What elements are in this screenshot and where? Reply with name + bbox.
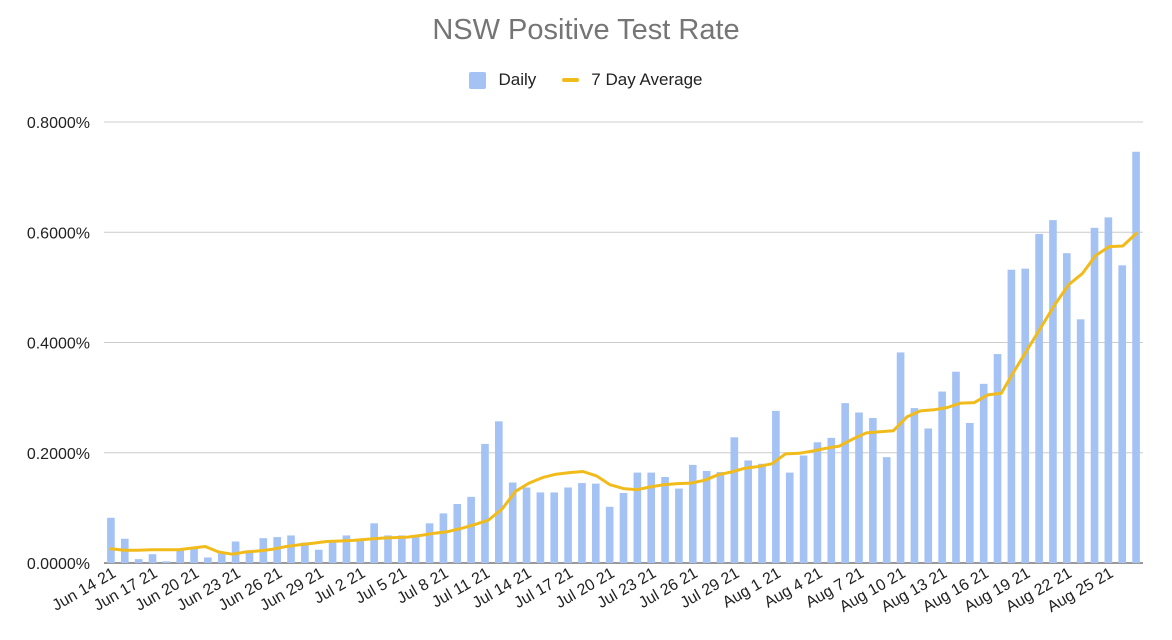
bar (314, 549, 323, 563)
bar (855, 412, 863, 563)
bar (605, 506, 614, 563)
legend-item-average[interactable]: 7 Day Average (562, 70, 703, 90)
bar (148, 554, 157, 563)
bar (841, 403, 849, 563)
bar (522, 487, 531, 563)
bar (1062, 253, 1071, 563)
bar (730, 437, 739, 563)
bar (356, 540, 365, 563)
bar (619, 492, 628, 563)
bar (439, 513, 448, 563)
bar (785, 472, 794, 563)
bar (495, 421, 503, 563)
bar (952, 371, 960, 563)
bar (869, 418, 877, 563)
series-line-7-day-average (109, 231, 1138, 556)
bar (411, 535, 420, 563)
bar (1021, 268, 1030, 563)
bar (245, 550, 254, 563)
bar (273, 537, 281, 563)
bar (1007, 269, 1016, 563)
y-tick-label: 0.6000% (27, 225, 90, 242)
bar (744, 460, 752, 563)
bar (896, 352, 905, 563)
bar (342, 535, 351, 563)
bar (578, 483, 586, 563)
bar (1118, 265, 1127, 563)
bar (633, 472, 642, 563)
y-tick-label: 0.4000% (27, 336, 90, 353)
bar (1035, 233, 1043, 563)
y-tick-label: 0.8000% (27, 115, 90, 132)
legend-swatch-average (562, 78, 580, 82)
legend-item-daily[interactable]: Daily (469, 70, 536, 90)
bar (591, 483, 600, 563)
bar (134, 559, 143, 563)
bar (661, 477, 669, 563)
bar (162, 561, 171, 563)
bar (882, 457, 891, 563)
bar (813, 442, 822, 563)
legend-label-average: 7 Day Average (591, 70, 703, 89)
chart-title: NSW Positive Test Rate (432, 14, 740, 46)
bar (1076, 319, 1085, 563)
bar (979, 383, 988, 563)
legend-swatch-daily (469, 71, 487, 89)
bar (675, 488, 683, 563)
bar (647, 472, 656, 563)
bar (993, 354, 1002, 563)
bar (1090, 227, 1099, 563)
bar (688, 464, 697, 563)
bar (758, 463, 766, 563)
bar (425, 523, 434, 563)
bar (328, 541, 337, 563)
legend-label-daily: Daily (498, 70, 537, 89)
bar (910, 408, 919, 563)
bar (827, 437, 836, 563)
bar (176, 549, 185, 563)
bar (287, 535, 295, 563)
bar (536, 492, 545, 563)
bar (702, 470, 711, 563)
bar (508, 482, 517, 563)
bar (481, 443, 489, 563)
bar (217, 552, 226, 563)
bar (1132, 151, 1140, 563)
bar (564, 487, 572, 563)
bar (1049, 220, 1057, 563)
bar (107, 517, 115, 563)
chart-legend: Daily 7 Day Average (0, 70, 1172, 90)
y-tick-label: 0.2000% (27, 446, 90, 463)
bar (772, 410, 780, 563)
bar (799, 455, 808, 563)
bar (384, 535, 392, 563)
bar (204, 557, 212, 563)
y-tick-label: 0.0000% (27, 556, 90, 573)
bar (467, 496, 475, 563)
bar (716, 472, 725, 563)
bar (398, 535, 406, 563)
bar (453, 504, 462, 563)
bar (190, 548, 198, 563)
bar (301, 542, 309, 563)
bar (938, 391, 946, 563)
bar (924, 428, 933, 563)
bar (1104, 217, 1113, 563)
bar (550, 492, 559, 563)
bar (370, 523, 378, 563)
bar (966, 422, 974, 563)
